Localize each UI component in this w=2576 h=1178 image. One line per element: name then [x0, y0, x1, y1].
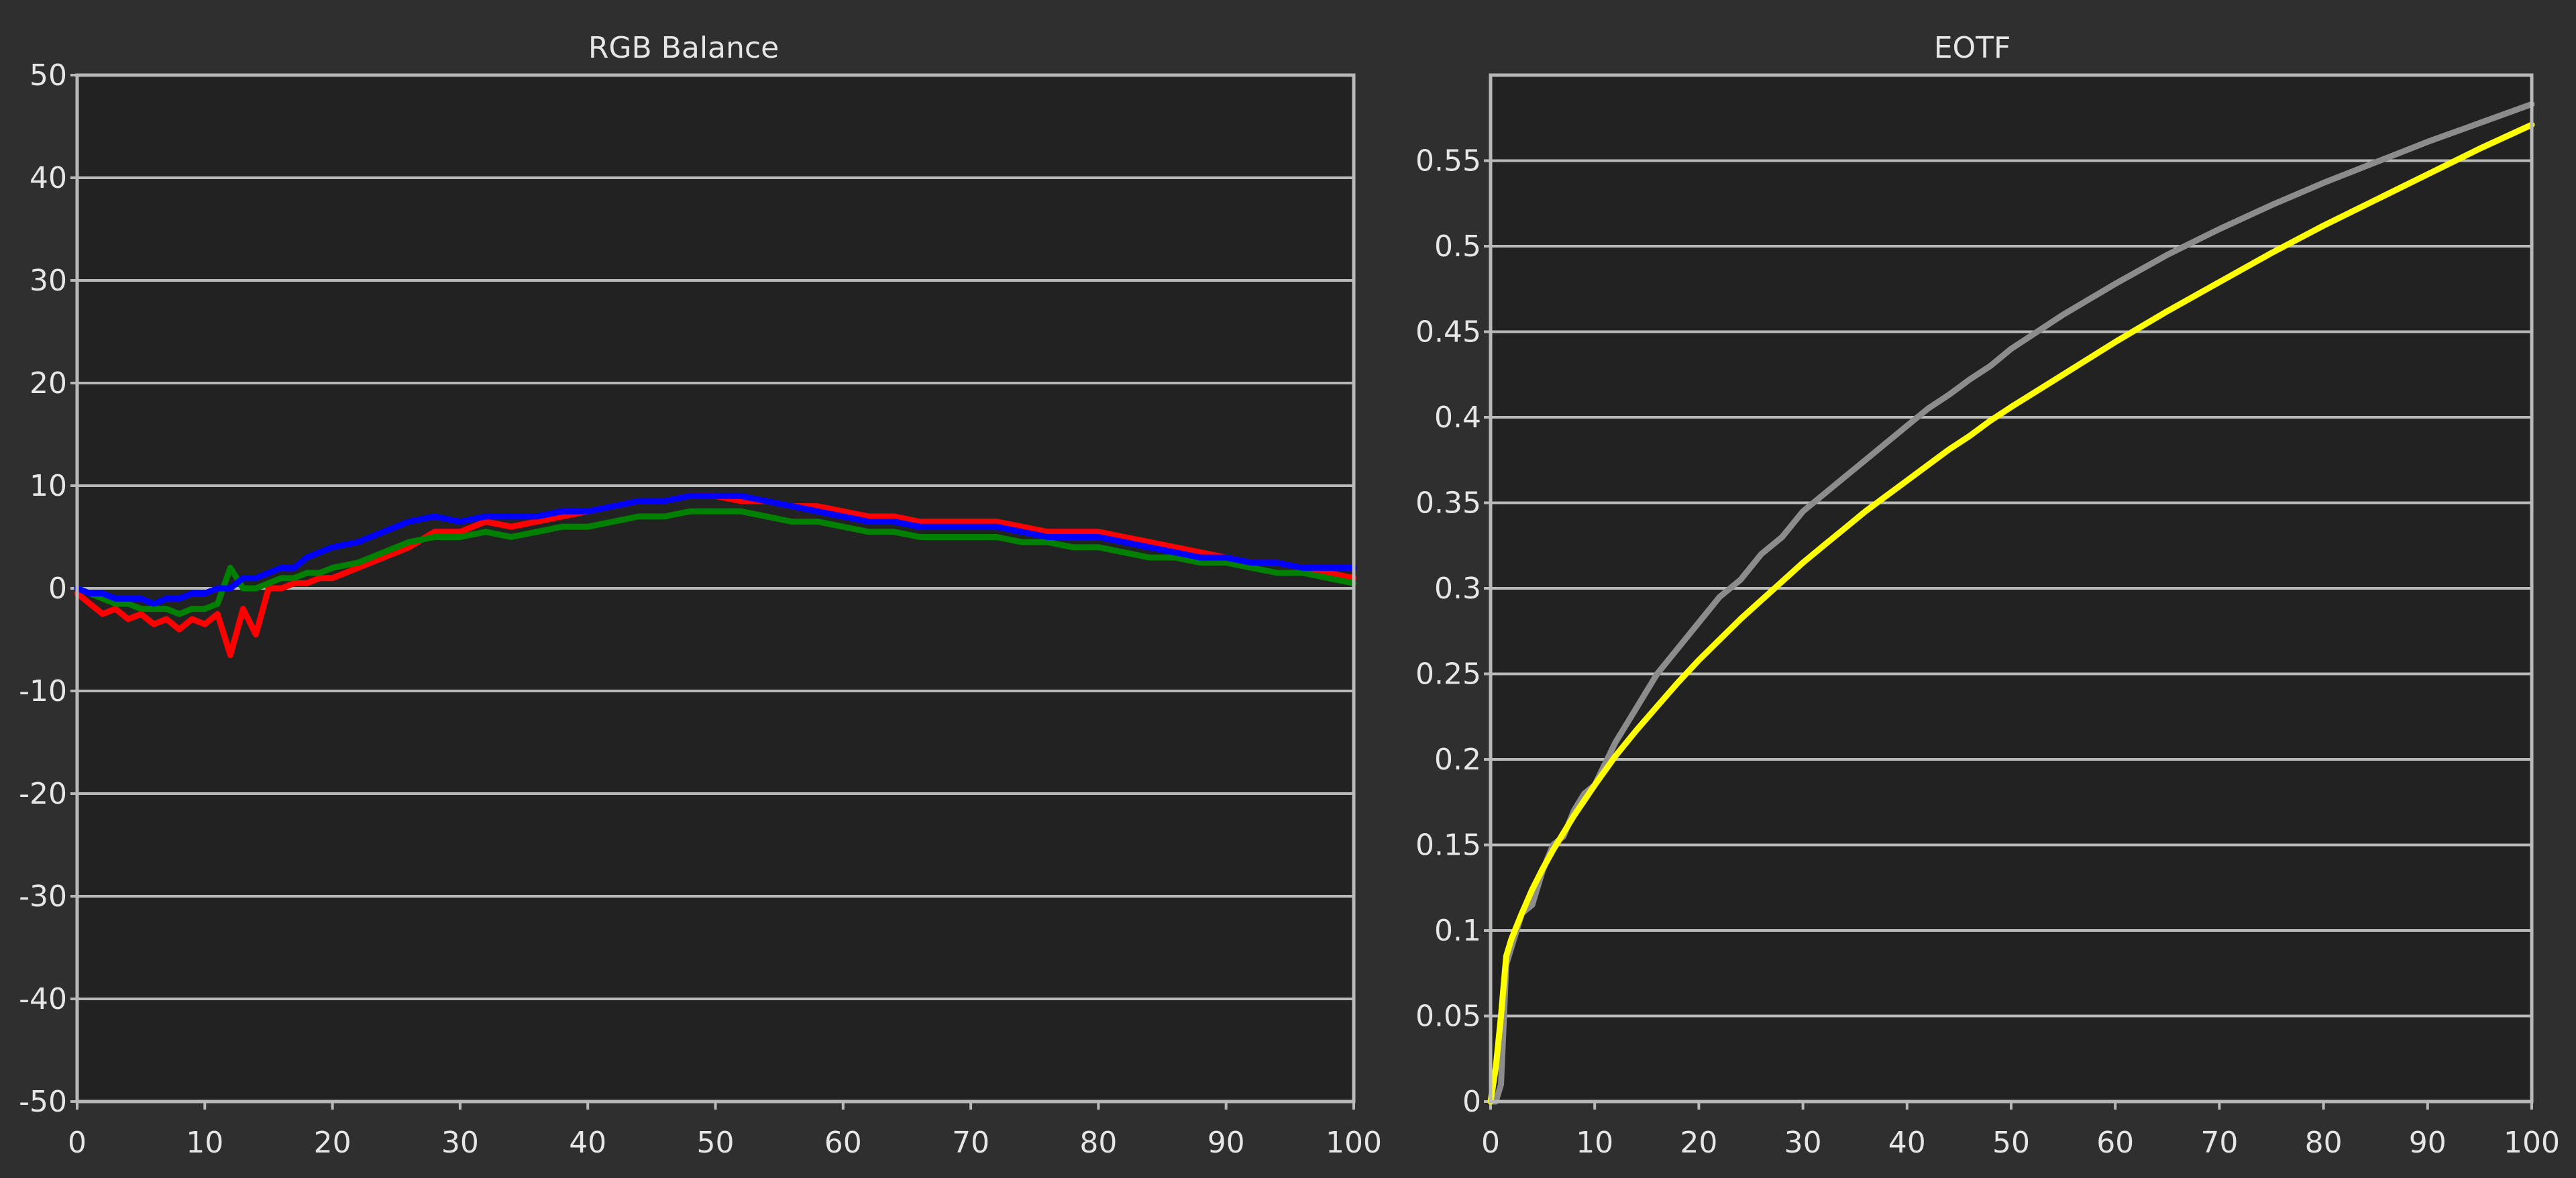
y-tick-label: -40 — [19, 982, 67, 1016]
plot-frame — [75, 73, 1356, 1104]
y-tick-label: -10 — [19, 674, 67, 708]
series-line-1 — [74, 508, 1357, 617]
y-tick-label: 0.05 — [1415, 1000, 1481, 1034]
x-tick-label: 0 — [68, 1126, 87, 1160]
x-tick-label: 30 — [1784, 1126, 1822, 1160]
x-tick-label: 50 — [697, 1126, 735, 1160]
x-tick-label: 40 — [1888, 1126, 1926, 1160]
y-tick-label: -30 — [19, 879, 67, 914]
y-tick-label: 0.4 — [1434, 400, 1481, 435]
x-tick-label: 60 — [2096, 1126, 2134, 1160]
x-tick-label: 30 — [441, 1126, 479, 1160]
x-tick-label: 80 — [2305, 1126, 2343, 1160]
x-tick-label: 10 — [1576, 1126, 1613, 1160]
y-tick-label: 40 — [30, 161, 67, 195]
y-tick-label: 0.35 — [1415, 486, 1481, 521]
y-tick-label: 0.45 — [1415, 315, 1481, 350]
eotf-chart: EOTF 0.55 0.5 0.45 0.4 0.35 0.3 0.25 0.2 0.15 0.1… — [1415, 31, 2560, 1160]
rgb-balance-title: RGB Balance — [588, 31, 779, 65]
y-tick-label: -20 — [19, 777, 67, 811]
y-tick-label: 0.1 — [1434, 914, 1481, 948]
y-tick-label: 0 — [1462, 1085, 1481, 1119]
y-tick-label: 0.3 — [1434, 572, 1481, 606]
x-tick-label: 80 — [1079, 1126, 1117, 1160]
y-tick-label: 50 — [30, 58, 67, 93]
x-tick-label: 20 — [314, 1126, 352, 1160]
series-line-2 — [74, 492, 1357, 607]
y-tick-label: 0.55 — [1415, 144, 1481, 178]
y-tick-label: 0 — [48, 572, 67, 606]
y-tick-label: 10 — [30, 469, 67, 503]
x-tick-label: 70 — [952, 1126, 989, 1160]
x-tick-label: 90 — [2409, 1126, 2447, 1160]
x-tick-label: 100 — [2504, 1126, 2560, 1160]
y-tick-label: 0.2 — [1434, 743, 1481, 777]
y-tick-label: 0.5 — [1434, 229, 1481, 264]
y-tick-label: 30 — [30, 264, 67, 298]
x-tick-label: 60 — [824, 1126, 862, 1160]
x-tick-label: 0 — [1481, 1126, 1500, 1160]
y-tick-label: -50 — [19, 1085, 67, 1119]
y-tick-label: 0.15 — [1415, 828, 1481, 863]
x-tick-label: 10 — [186, 1126, 223, 1160]
y-tick-label: 20 — [30, 366, 67, 400]
x-tick-label: 50 — [1992, 1126, 2030, 1160]
eotf-title: EOTF — [1934, 31, 2011, 65]
x-tick-label: 40 — [569, 1126, 606, 1160]
x-tick-label: 90 — [1208, 1126, 1245, 1160]
x-tick-label: 100 — [1326, 1126, 1382, 1160]
series-line-1 — [1487, 121, 2535, 1105]
plot-frame — [1489, 73, 2534, 1104]
x-tick-label: 20 — [1680, 1126, 1717, 1160]
y-tick-label: 0.25 — [1415, 657, 1481, 692]
x-tick-label: 70 — [2200, 1126, 2238, 1160]
